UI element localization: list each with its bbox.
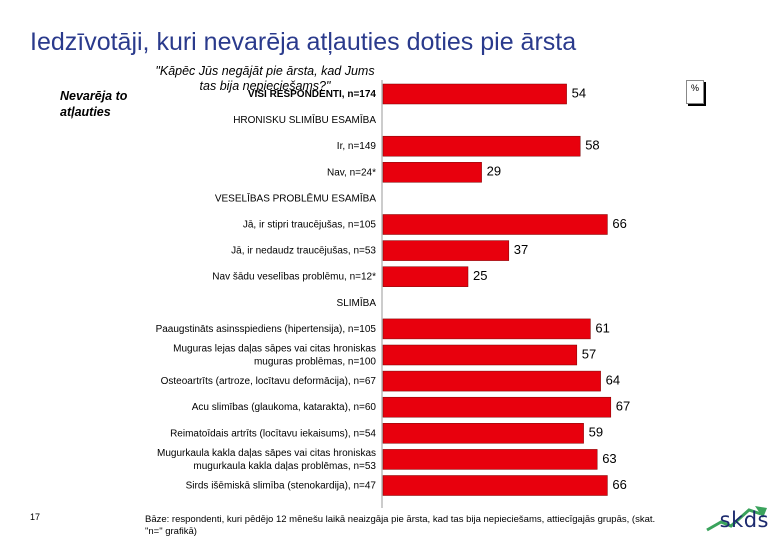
group-header: SLIMĪBA <box>337 296 377 308</box>
bar <box>382 162 482 183</box>
bar <box>382 449 598 470</box>
category-label: Nav, n=24* <box>327 167 376 178</box>
category-label: Jā, ir nedaudz traucējušas, n=53 <box>231 245 376 256</box>
page-number: 17 <box>30 512 41 522</box>
data-label: 59 <box>589 425 603 440</box>
bar <box>382 266 469 287</box>
data-label: 61 <box>595 320 609 335</box>
data-label: 63 <box>602 451 616 466</box>
data-label: 54 <box>572 85 586 100</box>
survey-question: "Kāpēc Jūs negājāt pie ārsta, kad Jums t… <box>155 64 375 93</box>
logo-text: skds <box>719 508 769 532</box>
data-label: 57 <box>582 346 596 361</box>
category-label: Paaugstināts asinsspiediens (hipertensij… <box>156 324 377 335</box>
group-header: VESELĪBAS PROBLĒMU ESAMĪBA <box>215 192 376 204</box>
category-label: Sirds išēmiskā slimība (stenokardija), n… <box>186 480 377 491</box>
skds-logo: skds <box>703 502 771 534</box>
bar <box>382 396 612 418</box>
category-label: Muguras lejas daļas sāpes vai citas hron… <box>173 343 376 367</box>
data-label: 29 <box>487 164 501 179</box>
category-label: Jā, ir stipri traucējušas, n=105 <box>243 219 377 230</box>
bar <box>382 344 578 366</box>
bar <box>382 240 510 261</box>
unit-label: % <box>686 80 704 104</box>
data-label: 67 <box>616 399 630 414</box>
bar <box>382 475 608 496</box>
data-label: 25 <box>473 268 487 283</box>
footnote: Bāze: respondenti, kuri pēdējo 12 mēnešu… <box>145 514 656 537</box>
category-label: Nav šādu veselības problēmu, n=12* <box>212 271 376 282</box>
series-label: Nevarēja to atļauties <box>60 89 128 119</box>
category-label: VISI RESPONDENTI, n=174 <box>248 89 377 100</box>
page-title: Iedzīvotāji, kuri nevarēja atļauties dot… <box>30 28 577 56</box>
data-label: 66 <box>612 216 626 231</box>
category-label: Ir, n=149 <box>337 141 377 152</box>
category-label: Acu slimības (glaukoma, katarakta), n=60 <box>192 402 377 413</box>
bar <box>382 83 567 105</box>
data-label: 66 <box>612 477 626 492</box>
data-label: 64 <box>606 373 620 388</box>
logo-mark-icon <box>706 506 767 532</box>
group-header: HRONISKU SLIMĪBU ESAMĪBA <box>233 114 376 126</box>
data-label: 58 <box>585 138 599 153</box>
bar <box>382 135 581 157</box>
category-label: Reimatoīdais artrīts (locītavu iekaisums… <box>170 428 376 439</box>
category-label: Mugurkaula kakla daļas sāpes vai citas h… <box>157 448 376 472</box>
category-label: Osteoartrīts (artroze, locītavu deformāc… <box>161 376 377 387</box>
bar <box>382 318 591 340</box>
bar <box>382 370 601 392</box>
bar <box>382 423 584 444</box>
bar <box>382 214 608 235</box>
data-label: 37 <box>514 242 528 257</box>
